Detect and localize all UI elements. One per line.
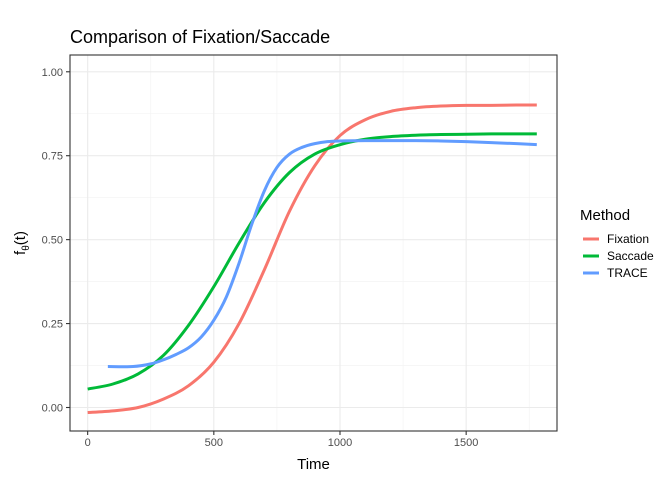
legend-label-trace: TRACE: [607, 266, 648, 280]
chart-title-line-1: Comparison of Fixation/Saccade: [70, 27, 331, 47]
legend-label-saccade: Saccade: [607, 249, 654, 263]
plot-border: [69, 54, 558, 432]
y-tick-label: 0.00: [42, 403, 63, 415]
series-line-trace: [107, 139, 537, 369]
x-tick-label: 1000: [328, 437, 352, 449]
y-tick-label: 1.00: [42, 67, 63, 79]
plot-panel: [70, 55, 557, 431]
x-tick-label: 500: [205, 437, 223, 449]
legend-title: Method: [580, 207, 630, 224]
y-tick-label: 0.50: [42, 235, 63, 247]
x-tick-label: 0: [85, 437, 91, 449]
series-line-fixation: [87, 103, 537, 415]
y-axis-title: fθ(t): [12, 231, 32, 255]
x-tick-label: 1500: [454, 437, 478, 449]
series-line-saccade: [87, 132, 537, 391]
y-tick-label: 0.75: [42, 151, 63, 163]
legend-label-fixation: Fixation: [607, 232, 649, 246]
x-axis-title: Time: [297, 456, 330, 473]
y-tick-label: 0.25: [42, 319, 63, 331]
